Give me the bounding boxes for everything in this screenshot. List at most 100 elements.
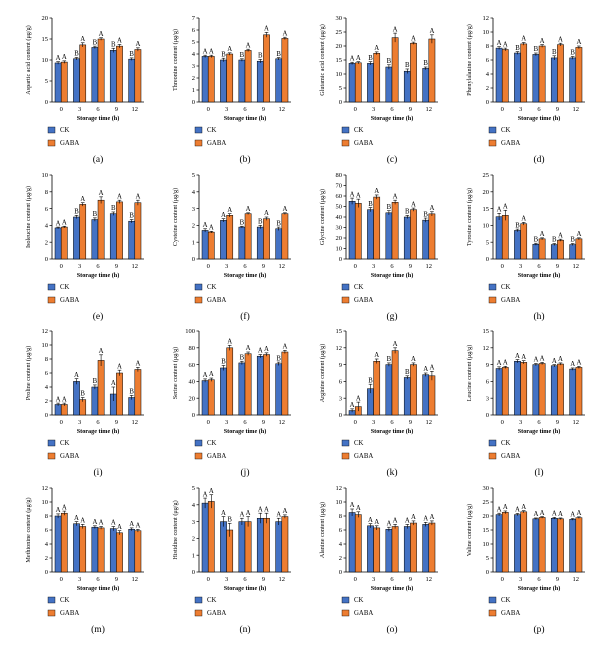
x-tick-label: 12 — [573, 419, 580, 426]
bar-ck — [550, 365, 558, 416]
x-tick-label: 12 — [426, 576, 433, 583]
bar-gaba — [391, 37, 399, 103]
significance-letter: A — [99, 348, 104, 355]
significance-letter: A — [135, 361, 140, 368]
significance-letter: A — [405, 518, 410, 525]
legend-swatch-gaba — [341, 452, 350, 460]
bar-gaba — [520, 362, 528, 416]
y-tick-label: 0 — [45, 412, 48, 419]
panel-label: (o) — [386, 624, 397, 635]
significance-letter: B — [405, 369, 410, 376]
y-tick-label: 4 — [45, 541, 49, 548]
y-tick-label: 10 — [336, 499, 343, 506]
y-tick-label: 6 — [45, 370, 49, 377]
bar-gaba — [410, 209, 417, 260]
bar-ck — [569, 57, 577, 103]
bar-gaba — [244, 213, 252, 260]
bar-ck — [128, 529, 136, 573]
legend-swatch-ck — [341, 126, 350, 134]
panel-label: (c) — [387, 154, 398, 165]
legend-swatch-gaba — [488, 296, 497, 304]
significance-letter: A — [56, 507, 61, 514]
y-tick-label: 4 — [45, 384, 49, 391]
y-tick-label: 80 — [189, 345, 196, 352]
bar-ck — [238, 521, 246, 573]
bar-gaba — [60, 512, 68, 573]
y-tick-label: 20 — [189, 395, 196, 402]
significance-letter: A — [56, 55, 61, 62]
legend-label: CK — [501, 597, 511, 604]
x-tick-label: 6 — [537, 576, 541, 583]
bar-ck — [532, 54, 540, 103]
bar-ck — [109, 528, 117, 573]
significance-letter: A — [393, 341, 398, 348]
legend-swatch-gaba — [194, 452, 203, 460]
panel-label: (m) — [91, 624, 105, 635]
bar-ck — [128, 58, 136, 103]
bar-ck — [220, 521, 227, 573]
bar-gaba — [428, 522, 436, 573]
y-tick-label: 5 — [486, 555, 489, 562]
significance-letter: B — [570, 50, 575, 57]
y-tick-label: 10 — [483, 223, 490, 230]
x-tick-label: 3 — [372, 106, 375, 113]
significance-letter: A — [135, 41, 140, 48]
x-tick-label: 6 — [537, 106, 541, 113]
significance-letter: B — [93, 211, 98, 218]
x-tick-label: 6 — [243, 106, 247, 113]
y-tick-label: 2 — [45, 555, 48, 562]
bar-ck — [550, 57, 558, 103]
legend-swatch-ck — [194, 126, 203, 134]
significance-letter: B — [111, 41, 116, 48]
y-tick-label: 15 — [483, 328, 490, 335]
x-tick-label: 3 — [78, 576, 81, 583]
y-axis-title: Tyrosine content (μg/g) — [466, 188, 473, 246]
significance-letter: A — [350, 402, 355, 409]
y-tick-label: 50 — [336, 204, 343, 211]
bar-ck — [514, 52, 521, 103]
x-tick-label: 12 — [573, 263, 580, 270]
bar-ck — [128, 397, 136, 416]
significance-letter: A — [117, 363, 122, 370]
panel-label: (b) — [239, 154, 250, 165]
legend-swatch-gaba — [194, 139, 203, 147]
significance-letter: A — [56, 396, 61, 403]
panel-label: (p) — [533, 624, 544, 635]
significance-letter: A — [99, 190, 104, 197]
y-tick-label: 100 — [185, 328, 195, 335]
y-tick-label: 9 — [486, 362, 489, 369]
significance-letter: A — [74, 372, 79, 379]
bar-gaba — [226, 215, 234, 260]
bar-ck — [73, 523, 80, 573]
y-tick-label: 3 — [339, 395, 342, 402]
bar-ck — [54, 62, 62, 103]
significance-letter: A — [221, 212, 226, 219]
bar-ck — [128, 220, 136, 260]
legend-label: GABA — [501, 297, 520, 304]
x-axis-title: Storage time (h) — [77, 428, 120, 435]
legend-label: GABA — [501, 140, 520, 147]
panel-label: (d) — [533, 154, 544, 165]
y-axis-title: Aspartic acid content (μg/g) — [25, 25, 32, 94]
x-axis-title: Storage time (h) — [371, 428, 414, 435]
y-axis-title: Methionine content (μg/g) — [25, 497, 32, 562]
significance-letter: A — [497, 506, 502, 513]
x-axis-title: Storage time (h) — [77, 272, 120, 279]
bar-gaba — [428, 213, 436, 260]
legend-swatch-ck — [341, 596, 350, 604]
significance-letter: A — [521, 36, 526, 43]
y-tick-label: 0 — [192, 99, 195, 106]
y-tick-label: 3 — [192, 63, 195, 70]
bar-gaba — [428, 375, 436, 416]
bar-gaba — [281, 38, 289, 103]
bar-ck — [495, 368, 503, 416]
legend-label: GABA — [207, 453, 226, 460]
bar-gaba — [501, 215, 509, 260]
bar-gaba — [520, 223, 528, 260]
significance-letter: B — [129, 389, 134, 396]
y-tick-label: 40 — [336, 214, 343, 221]
x-axis-title: Storage time (h) — [224, 428, 267, 435]
panel-label: (i) — [94, 467, 103, 478]
